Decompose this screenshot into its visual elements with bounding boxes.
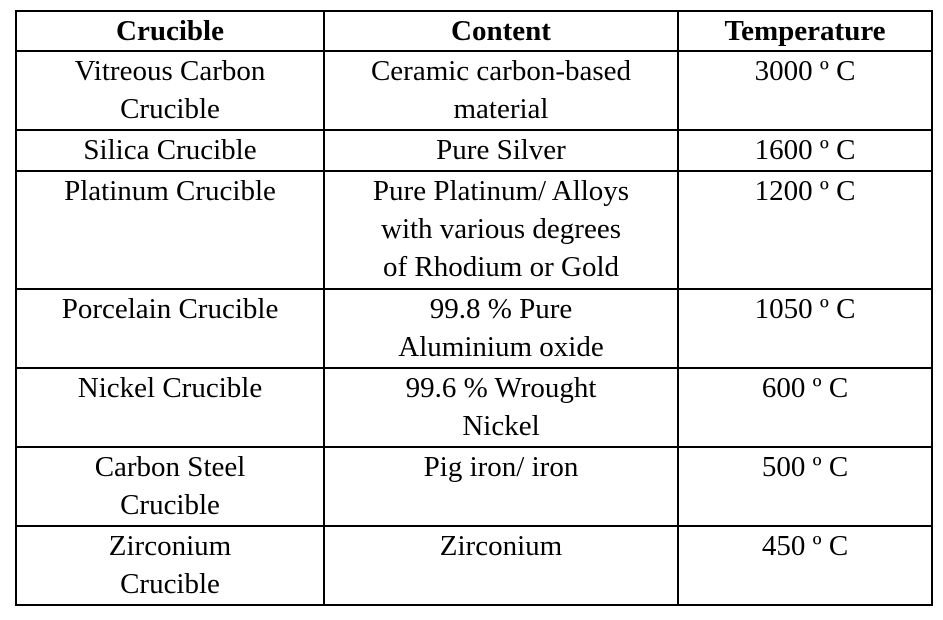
crucible-cell: Platinum Crucible (15, 170, 325, 290)
crucible-content: 99.8 % Pure Aluminium oxide (398, 293, 604, 363)
crucible-temperature: 600 º C (761, 372, 849, 404)
content-cell: 99.8 % Pure Aluminium oxide (323, 288, 679, 369)
crucible-content: 99.6 % Wrought Nickel (405, 372, 597, 442)
crucible-name: Porcelain Crucible (61, 293, 279, 325)
crucible-table: Crucible Content Temperature Vitreous Ca… (15, 10, 933, 606)
content-cell: Pig iron/ iron (323, 446, 679, 527)
header-row: Crucible Content Temperature (15, 10, 933, 52)
table-row: Vitreous Carbon Crucible Ceramic carbon-… (15, 50, 933, 131)
temperature-cell: 1050 º C (677, 288, 933, 369)
crucible-content: Pig iron/ iron (423, 451, 579, 483)
crucible-content: Ceramic carbon-based material (370, 55, 632, 125)
crucible-cell: Vitreous Carbon Crucible (15, 50, 325, 131)
crucible-temperature: 500 º C (761, 451, 849, 483)
content-cell: Pure Platinum/ Alloys with various degre… (323, 170, 679, 290)
crucible-content: Pure Platinum/ Alloys with various degre… (372, 175, 630, 283)
temperature-cell: 600 º C (677, 367, 933, 448)
crucible-temperature: 1600 º C (754, 134, 856, 166)
crucible-temperature: 1050 º C (754, 293, 856, 325)
header-crucible: Crucible (15, 10, 325, 52)
content-cell: Zirconium (323, 525, 679, 606)
crucible-temperature: 3000 º C (754, 55, 856, 87)
content-cell: Ceramic carbon-based material (323, 50, 679, 131)
crucible-name: Silica Crucible (83, 134, 257, 166)
table-row: Silica Crucible Pure Silver 1600 º C (15, 129, 933, 172)
table-row: Nickel Crucible 99.6 % Wrought Nickel 60… (15, 367, 933, 448)
crucible-name: Zirconium Crucible (108, 530, 232, 600)
crucible-cell: Zirconium Crucible (15, 525, 325, 606)
table-row: Porcelain Crucible 99.8 % Pure Aluminium… (15, 288, 933, 369)
crucible-temperature: 450 º C (761, 530, 849, 562)
content-cell: 99.6 % Wrought Nickel (323, 367, 679, 448)
crucible-content: Pure Silver (436, 134, 566, 166)
header-content: Content (323, 10, 679, 52)
crucible-temperature: 1200 º C (754, 175, 856, 207)
crucible-name: Vitreous Carbon Crucible (74, 55, 266, 125)
content-cell: Pure Silver (323, 129, 679, 172)
header-temperature: Temperature (677, 10, 933, 52)
crucible-cell: Silica Crucible (15, 129, 325, 172)
table-row: Carbon Steel Crucible Pig iron/ iron 500… (15, 446, 933, 527)
crucible-content: Zirconium (439, 530, 563, 562)
crucible-cell: Carbon Steel Crucible (15, 446, 325, 527)
crucible-name: Platinum Crucible (64, 175, 276, 207)
crucible-name: Carbon Steel Crucible (94, 451, 246, 521)
temperature-cell: 1600 º C (677, 129, 933, 172)
temperature-cell: 500 º C (677, 446, 933, 527)
temperature-cell: 1200 º C (677, 170, 933, 290)
temperature-cell: 450 º C (677, 525, 933, 606)
crucible-cell: Porcelain Crucible (15, 288, 325, 369)
crucible-cell: Nickel Crucible (15, 367, 325, 448)
table-row: Zirconium Crucible Zirconium 450 º C (15, 525, 933, 606)
table-row: Platinum Crucible Pure Platinum/ Alloys … (15, 170, 933, 290)
crucible-name: Nickel Crucible (77, 372, 263, 404)
temperature-cell: 3000 º C (677, 50, 933, 131)
